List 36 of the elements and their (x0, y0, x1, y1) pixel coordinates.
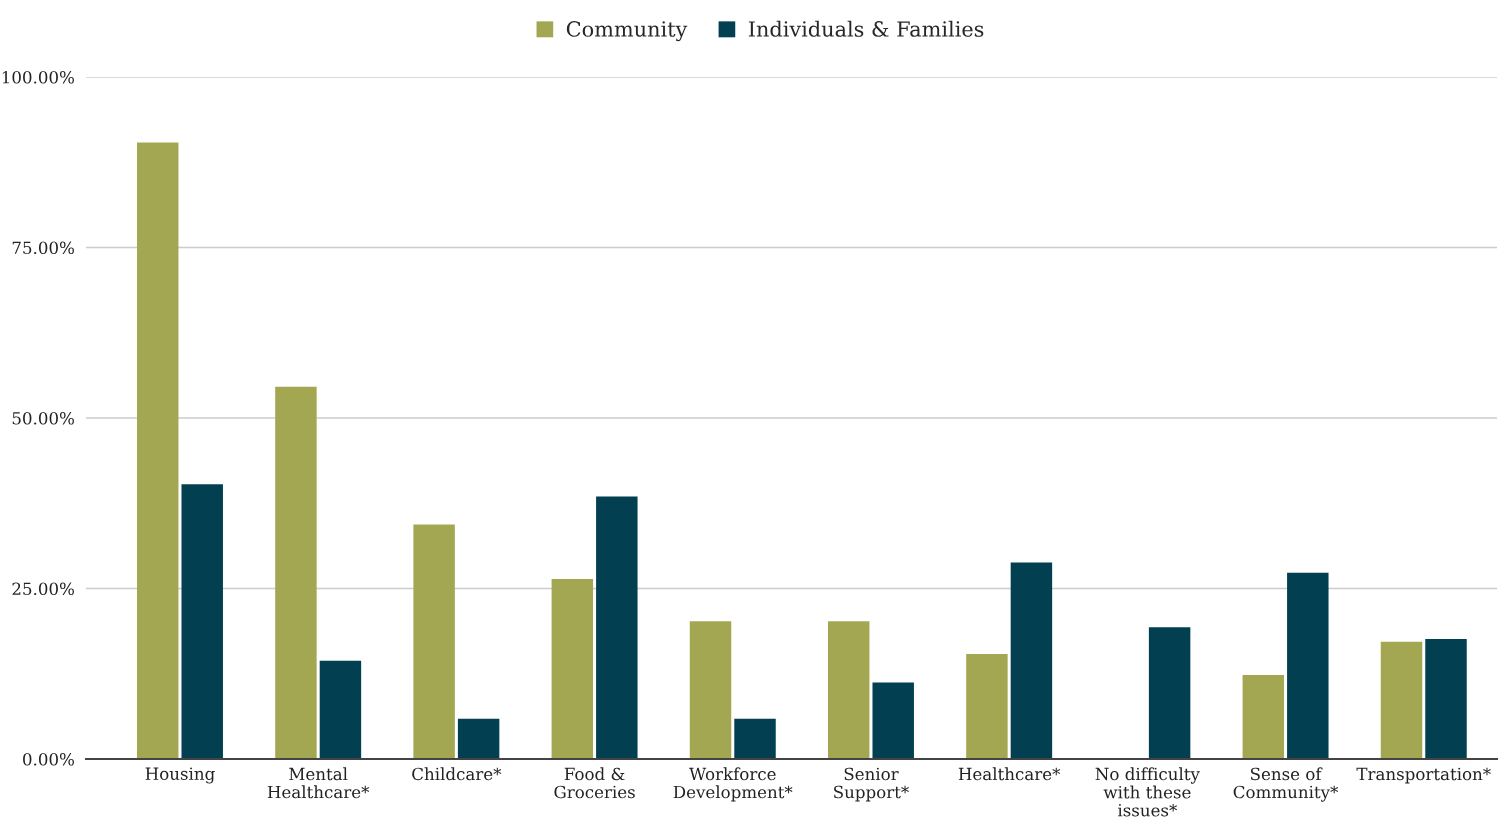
y-tick-label: 25.00% (12, 582, 74, 596)
x-tick-label: Sense of Community* (1233, 767, 1339, 802)
bar (181, 484, 223, 759)
bar (1425, 638, 1467, 759)
x-tick-label: Workforce Development* (673, 767, 793, 802)
bar (275, 386, 317, 759)
bar (1380, 641, 1423, 759)
bar (872, 682, 914, 759)
y-tick-label: 0.00% (23, 752, 74, 766)
x-tick-label: Food & Groceries (554, 767, 635, 799)
x-tick-label: Housing (145, 767, 215, 784)
y-tick-label: 75.00% (12, 241, 74, 255)
x-tick-label: Senior Support* (834, 767, 909, 802)
bar (413, 524, 455, 759)
bar (319, 660, 362, 759)
bar (457, 718, 500, 759)
bar (734, 718, 776, 759)
bar (1287, 572, 1329, 759)
y-tick-label: 50.00% (12, 411, 74, 425)
legend-label: Individuals & Families (748, 20, 984, 37)
bar (827, 621, 870, 759)
x-tick-label: Childcare* (412, 767, 502, 781)
x-tick-label: No difficulty with these issues* (1095, 767, 1200, 817)
bar (1010, 562, 1053, 759)
x-tick-label: Healthcare* (958, 767, 1061, 781)
bar (551, 578, 594, 759)
bar (1148, 627, 1191, 759)
x-tick-label: Mental Healthcare* (267, 767, 370, 799)
bar (1242, 675, 1285, 759)
y-tick-label: 100.00% (2, 70, 74, 84)
legend-label: Community (566, 21, 688, 42)
bar (596, 496, 638, 759)
bar (966, 653, 1008, 759)
bar (137, 142, 179, 759)
bar (689, 621, 732, 759)
x-tick-label: Transportation* (1356, 767, 1491, 784)
